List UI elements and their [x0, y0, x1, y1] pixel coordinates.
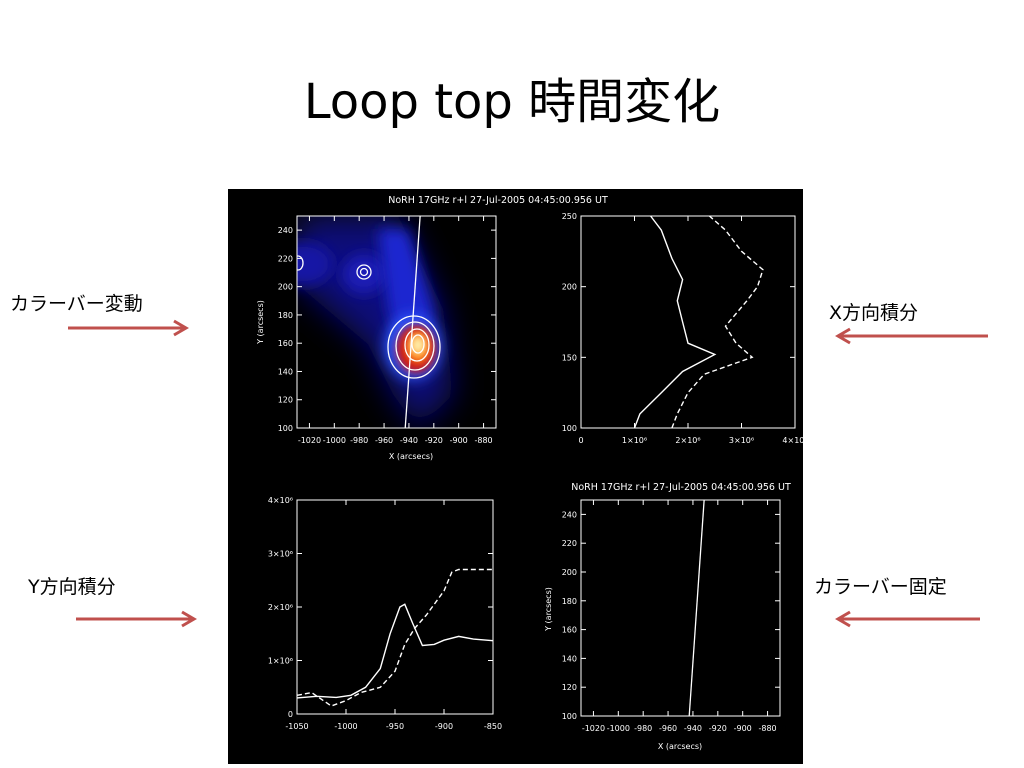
y-tick-label: 200 [562, 568, 577, 577]
x-tick-label: -960 [659, 724, 677, 733]
x-tick-label: 2×10⁶ [675, 436, 700, 445]
dashed-series-line [296, 568, 493, 707]
x-tick-label: -850 [484, 722, 502, 731]
y-tick-label: 1×10⁶ [268, 657, 293, 666]
x-tick-label: -980 [634, 724, 652, 733]
y-tick-label: 240 [562, 510, 577, 519]
x-tick-label: -940 [684, 724, 702, 733]
contour-lines [297, 255, 441, 379]
x-tick-label: -1050 [285, 722, 308, 731]
y-tick-label: 100 [562, 712, 577, 721]
x-tick-label: -900 [450, 436, 468, 445]
plot-frame [580, 499, 781, 717]
y-axis-label: Y (arcsecs) [256, 300, 265, 345]
y-tick-label: 160 [278, 339, 293, 348]
plot-frame [296, 215, 497, 429]
x-tick-label: -980 [350, 436, 368, 445]
arrow-left-icon [835, 327, 988, 345]
x-tick-label: -880 [758, 724, 776, 733]
arrow-left-icon [835, 610, 980, 628]
arrow-right-icon [68, 319, 189, 337]
x-tick-label: -920 [425, 436, 443, 445]
map-title: NoRH 17GHz r+l 27-Jul-2005 04:45:00.956 … [571, 482, 791, 493]
x-tick-label: -1020 [582, 724, 605, 733]
x-tick-label: 4×10⁶ [782, 436, 803, 445]
y-axis-label: Y (arcsecs) [544, 587, 553, 632]
x-tick-label: -920 [709, 724, 727, 733]
y-tick-label: 140 [278, 367, 293, 376]
solid-series-line [633, 215, 717, 429]
x-tick-label: -940 [400, 436, 418, 445]
y-tick-label: 0 [288, 710, 293, 719]
y-tick-label: 150 [562, 353, 577, 362]
x-tick-label: -880 [474, 436, 492, 445]
x-tick-label: -1000 [323, 436, 346, 445]
label-colorbar-varying: カラーバー変動 [10, 293, 143, 315]
y-tick-label: 4×10⁶ [268, 496, 293, 505]
x-axis-label: X (arcsecs) [389, 452, 433, 461]
y-tick-label: 200 [562, 283, 577, 292]
y-tick-label: 180 [278, 311, 293, 320]
y-tick-label: 180 [562, 597, 577, 606]
y-tick-label: 120 [278, 396, 293, 405]
slit-line [404, 216, 421, 428]
y-tick-label: 240 [278, 226, 293, 235]
x-tick-label: 1×10⁶ [622, 436, 647, 445]
x-tick-label: -1000 [334, 722, 357, 731]
panel-top-right-profile: 0 1×10⁶ 2×10⁶ 3×10⁶ 4×10⁶ 100 150 200 250 [562, 212, 803, 445]
intensity-map [297, 216, 496, 428]
y-tick-label: 120 [562, 683, 577, 692]
x-axis-label: X (arcsecs) [658, 742, 702, 751]
label-y-integration: Y方向積分 [28, 576, 116, 598]
x-tick-label: -950 [386, 722, 404, 731]
y-tick-label: 220 [278, 254, 293, 263]
y-tick-label: 2×10⁶ [268, 603, 293, 612]
y-tick-label: 100 [562, 424, 577, 433]
label-x-integration: X方向積分 [829, 302, 919, 324]
x-tick-label: -1020 [298, 436, 321, 445]
panel-bottom-left-profile: -1050 -1000 -950 -900 -850 0 1×10⁶ 2×10⁶ 3×10⁶ 4×… [268, 496, 502, 731]
panel-bottom-right-map: NoRH 17GHz r+l 27-Jul-2005 04:45:00.956 … [544, 482, 791, 751]
slit-line [688, 499, 705, 717]
y-tick-label: 3×10⁶ [268, 550, 293, 559]
y-tick-label: 100 [278, 424, 293, 433]
y-tick-label: 160 [562, 626, 577, 635]
solid-series-line [296, 603, 494, 699]
y-tick-label: 200 [278, 283, 293, 292]
arrow-right-icon [76, 610, 197, 628]
slide-title: Loop top 時間変化 [303, 74, 721, 130]
x-tick-label: 3×10⁶ [729, 436, 754, 445]
x-tick-label: 0 [578, 436, 583, 445]
y-tick-label: 220 [562, 539, 577, 548]
x-tick-label: -1000 [607, 724, 630, 733]
plot-figure: NoRH 17GHz r+l 27-Jul-2005 04:45:00.956 … [228, 189, 803, 764]
x-tick-label: -960 [375, 436, 393, 445]
y-tick-label: 140 [562, 654, 577, 663]
x-tick-label: -900 [734, 724, 752, 733]
panel-top-left-map: NoRH 17GHz r+l 27-Jul-2005 04:45:00.956 … [256, 195, 608, 461]
x-tick-label: -900 [435, 722, 453, 731]
y-tick-label: 250 [562, 212, 577, 221]
label-colorbar-fixed: カラーバー固定 [814, 576, 947, 598]
map-title: NoRH 17GHz r+l 27-Jul-2005 04:45:00.956 … [388, 195, 608, 206]
dashed-series-line [671, 215, 764, 429]
